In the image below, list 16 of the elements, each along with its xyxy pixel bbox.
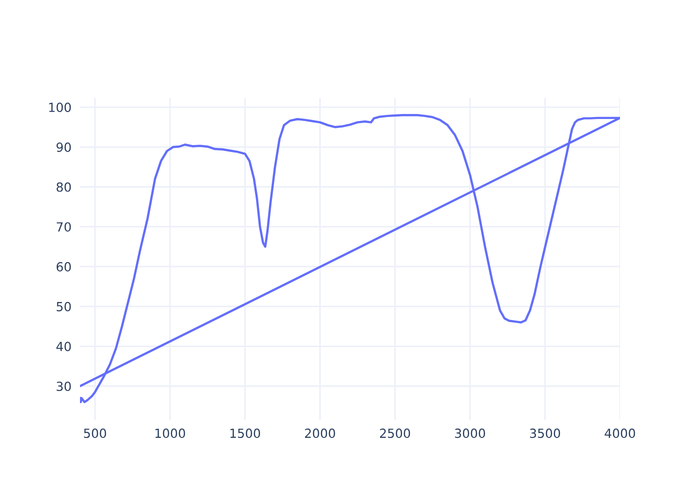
y-tick-label: 90 bbox=[56, 142, 71, 152]
x-tick-label: 3500 bbox=[530, 428, 560, 438]
x-tick-label: 3000 bbox=[455, 428, 486, 438]
x-tick-label: 1500 bbox=[230, 428, 260, 438]
y-tick-label: 50 bbox=[56, 302, 71, 312]
x-tick-label: 1000 bbox=[155, 428, 186, 438]
y-tick-label: 80 bbox=[56, 182, 71, 192]
y-tick-label: 60 bbox=[56, 262, 71, 272]
x-tick-label: 2000 bbox=[305, 428, 336, 438]
y-tick-label: 100 bbox=[49, 102, 71, 112]
y-tick-label: 70 bbox=[56, 222, 71, 232]
y-tick-label: 40 bbox=[56, 342, 71, 352]
y-tick-label: 30 bbox=[56, 382, 71, 392]
x-tick-label: 2500 bbox=[380, 428, 410, 438]
x-tick-label: 500 bbox=[84, 428, 106, 438]
x-tick-label: 4000 bbox=[604, 428, 636, 438]
